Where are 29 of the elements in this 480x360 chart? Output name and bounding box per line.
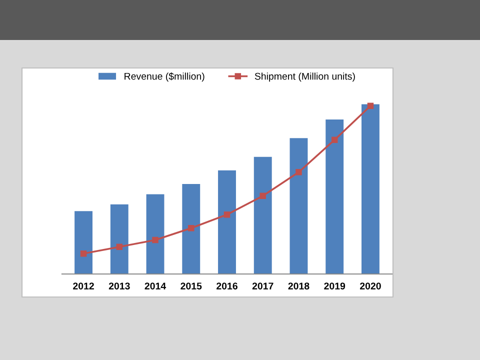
bar xyxy=(74,211,92,274)
point xyxy=(116,244,123,250)
point xyxy=(331,136,338,143)
legend-label: Revenue ($million) xyxy=(124,72,204,82)
x-tick-label: 2018 xyxy=(288,282,310,290)
point xyxy=(188,225,194,232)
x-tick-label: 2013 xyxy=(108,282,130,290)
bar xyxy=(182,184,200,274)
x-tick-label: 2014 xyxy=(144,282,166,290)
x-tick-label: 2017 xyxy=(252,282,274,290)
x-tick-label: 2015 xyxy=(180,282,202,290)
x-tick-label: 2012 xyxy=(73,282,94,290)
bar xyxy=(326,119,344,274)
bar xyxy=(290,138,308,274)
point xyxy=(224,211,230,218)
bar xyxy=(218,170,236,274)
point xyxy=(260,192,266,200)
x-tick-label: 2016 xyxy=(216,282,238,290)
point xyxy=(152,236,158,244)
point xyxy=(296,168,302,176)
bar xyxy=(362,104,380,274)
x-tick-label: 2019 xyxy=(324,282,346,290)
bar xyxy=(110,204,128,274)
point xyxy=(367,102,374,110)
point xyxy=(80,250,87,257)
legend-label: Shipment (Million units) xyxy=(254,72,355,82)
x-tick-label: 2020 xyxy=(360,282,381,290)
bar xyxy=(254,156,272,274)
bar xyxy=(146,194,164,274)
